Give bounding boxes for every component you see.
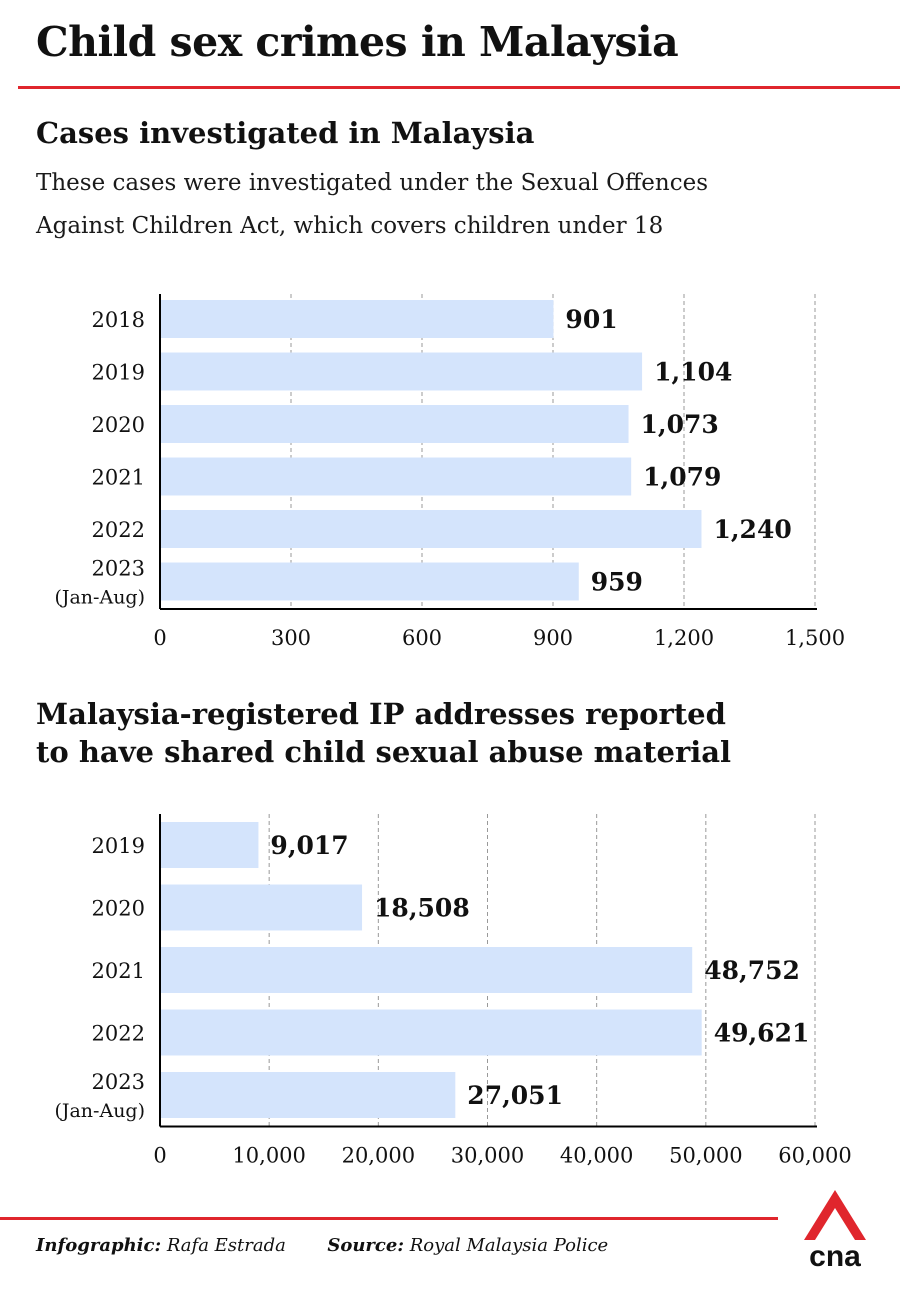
infographic-label: Infographic:	[36, 1235, 162, 1256]
chart1-bar	[160, 562, 579, 601]
chart1-category-label: 2020	[92, 413, 145, 437]
chart2-bar	[160, 822, 259, 868]
chart1-bar	[160, 405, 629, 443]
source-credit: Royal Malaysia Police	[409, 1235, 609, 1256]
chart1-category-label: 2023	[92, 557, 145, 581]
chart2-value-label: 27,051	[467, 1081, 563, 1110]
chart2-title-line-1: Malaysia-registered IP addresses reporte…	[36, 697, 726, 731]
chart1-subtitle-line-1: These cases were investigated under the …	[36, 170, 709, 196]
chart2-xtick-label: 20,000	[342, 1144, 415, 1168]
chart1-category-label: 2021	[92, 466, 145, 490]
chart2-category-label: 2022	[92, 1022, 145, 1046]
chart1-value-label: 1,079	[643, 463, 721, 492]
chart1-xtick-label: 1,200	[654, 626, 714, 650]
footer-rule	[0, 1217, 778, 1220]
title-rule	[18, 86, 900, 89]
chart1-value-label: 959	[591, 568, 643, 597]
chart2-xtick-label: 30,000	[451, 1144, 524, 1168]
chart2-bar	[160, 1009, 702, 1056]
chart2-xtick-label: 50,000	[669, 1144, 742, 1168]
logo-text: cna	[809, 1240, 861, 1270]
chart2-bar	[160, 884, 363, 931]
chart1-category-label: (Jan-Aug)	[54, 587, 145, 609]
chart2-value-label: 18,508	[374, 894, 470, 923]
chart2-xtick-label: 40,000	[560, 1144, 633, 1168]
cna-logo: cna	[804, 1190, 866, 1270]
chart1-subtitle: These cases were investigated under the …	[36, 162, 896, 248]
chart1-xtick-label: 0	[153, 626, 166, 650]
chart1-svg: 0 300 600 900 1,200 1,500 901 2018 1,104 2019 1,07…	[54, 294, 845, 650]
chart2-category-label: 2020	[92, 897, 145, 921]
chart2-value-label: 48,752	[704, 956, 800, 985]
chart2-title: Malaysia-registered IP addresses reporte…	[36, 695, 731, 771]
source-label: Source:	[327, 1235, 404, 1256]
chart1-value-label: 1,073	[641, 410, 719, 439]
footer: Infographic: Rafa Estrada Source: Royal …	[36, 1235, 608, 1256]
chart2-category-label: (Jan-Aug)	[54, 1100, 145, 1122]
chart2-xtick-label: 10,000	[232, 1144, 305, 1168]
chart1-category-label: 2018	[92, 308, 145, 332]
chart2-xtick-label: 60,000	[778, 1144, 851, 1168]
chart2-svg: 0 10,000 20,000 30,000 40,000 50,000 60,000 9,0…	[54, 814, 852, 1168]
chart1-title: Cases investigated in Malaysia	[36, 116, 535, 150]
cna-logo-icon	[804, 1190, 866, 1240]
chart1-xtick-label: 1,500	[785, 626, 845, 650]
chart1-bar	[160, 300, 554, 338]
chart1-subtitle-line-2: Against Children Act, which covers child…	[36, 213, 664, 239]
chart1-xtick-label: 300	[271, 626, 311, 650]
chart1-bar	[160, 510, 702, 548]
chart1-xtick-label: 600	[402, 626, 442, 650]
main-title: Child sex crimes in Malaysia	[36, 18, 679, 66]
chart1-xtick-label: 900	[533, 626, 573, 650]
chart2-category-label: 2019	[92, 834, 145, 858]
chart1-category-label: 2019	[92, 361, 145, 385]
chart2-xtick-label: 0	[153, 1144, 166, 1168]
chart2-category-label: 2023	[92, 1070, 145, 1094]
infographic-credit: Rafa Estrada	[166, 1235, 286, 1256]
chart1-value-label: 1,240	[713, 515, 791, 544]
chart2-bar	[160, 947, 693, 993]
chart2-title-line-2: to have shared child sexual abuse materi…	[36, 735, 732, 769]
chart2-bar	[160, 1072, 456, 1118]
chart2-category-label: 2021	[92, 959, 145, 983]
chart1-value-label: 1,104	[654, 358, 732, 387]
chart2-value-label: 49,621	[714, 1019, 810, 1048]
chart1-bar	[160, 457, 632, 496]
chart2-value-label: 9,017	[270, 831, 348, 860]
chart1-category-label: 2022	[92, 518, 145, 542]
chart1-value-label: 901	[565, 305, 617, 334]
chart1-bar	[160, 352, 643, 391]
